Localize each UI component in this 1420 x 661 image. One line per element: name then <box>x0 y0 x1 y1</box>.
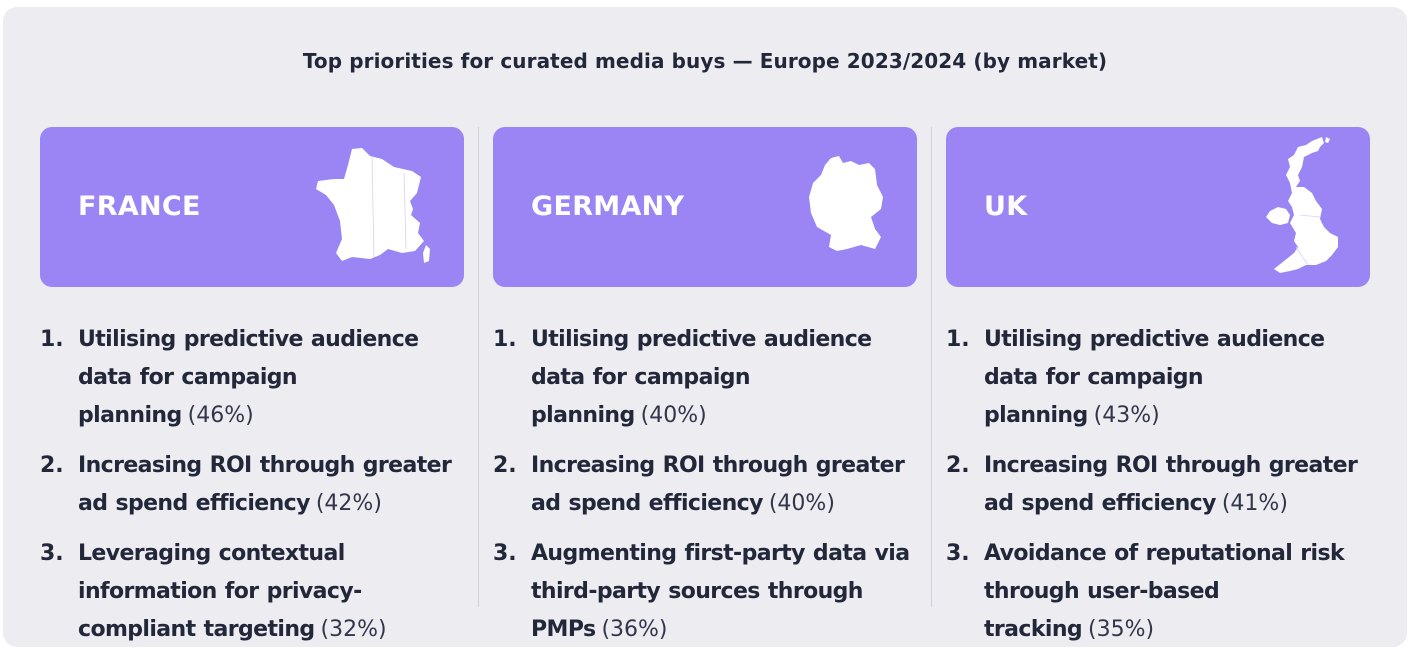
list-item: 2. Increasing ROI through greater ad spen… <box>946 447 1370 523</box>
item-percent: (42%) <box>315 491 382 516</box>
priority-list: 1. Utilising predictive audience data for… <box>946 321 1370 649</box>
item-text: Augmenting first-party data via third-pa… <box>531 541 910 642</box>
item-number: 2. <box>493 453 517 478</box>
list-item: 2. Increasing ROI through greater ad spen… <box>40 447 464 523</box>
item-number: 1. <box>946 327 970 352</box>
item-number: 3. <box>946 541 970 566</box>
list-item: 3. Leveraging contextual information for … <box>40 535 464 649</box>
item-text: Utilising predictive audience data for c… <box>531 327 872 428</box>
item-text: Increasing ROI through greater ad spend … <box>78 453 452 516</box>
item-percent: (40%) <box>640 403 707 428</box>
item-percent: (43%) <box>1093 403 1160 428</box>
item-percent: (36%) <box>601 617 668 642</box>
item-number: 3. <box>40 541 64 566</box>
market-card-uk: UK <box>946 127 1370 287</box>
market-name: GERMANY <box>531 191 685 222</box>
list-item: 1. Utilising predictive audience data for… <box>40 321 464 435</box>
france-map-icon <box>316 148 430 263</box>
market-name: FRANCE <box>78 191 201 222</box>
item-percent: (35%) <box>1088 617 1155 642</box>
infographic-panel: Top priorities for curated media buys — … <box>3 7 1407 647</box>
market-column-germany: GERMANY 1. Utilising predictive audience … <box>493 127 917 661</box>
market-card-france: FRANCE <box>40 127 464 287</box>
item-number: 3. <box>493 541 517 566</box>
market-column-france: FRANCE 1. Utilising predictive audience d… <box>40 127 464 661</box>
item-number: 1. <box>493 327 517 352</box>
page-title: Top priorities for curated media buys — … <box>302 49 1108 73</box>
priority-list: 1. Utilising predictive audience data for… <box>493 321 917 649</box>
item-text: Utilising predictive audience data for c… <box>78 327 419 428</box>
item-number: 2. <box>40 453 64 478</box>
item-text: Increasing ROI through greater ad spend … <box>984 453 1358 516</box>
list-item: 3. Augmenting first-party data via third-… <box>493 535 917 649</box>
market-name: UK <box>984 191 1028 222</box>
list-item: 1. Utilising predictive audience data for… <box>946 321 1370 435</box>
item-percent: (46%) <box>187 403 254 428</box>
item-number: 1. <box>40 327 64 352</box>
list-item: 2. Increasing ROI through greater ad spen… <box>493 447 917 523</box>
item-percent: (40%) <box>768 491 835 516</box>
germany-map-icon <box>809 156 883 251</box>
item-number: 2. <box>946 453 970 478</box>
list-item: 1. Utilising predictive audience data for… <box>493 321 917 435</box>
column-divider <box>478 127 479 607</box>
item-text: Leveraging contextual information for pr… <box>78 541 362 642</box>
column-divider <box>931 127 932 607</box>
market-card-germany: GERMANY <box>493 127 917 287</box>
item-text: Increasing ROI through greater ad spend … <box>531 453 905 516</box>
item-text: Utilising predictive audience data for c… <box>984 327 1325 428</box>
uk-map-icon <box>1266 137 1338 273</box>
market-column-uk: UK 1. Utilising predictive audience data … <box>946 127 1370 661</box>
list-item: 3. Avoidance of reputational risk through… <box>946 535 1370 649</box>
item-percent: (41%) <box>1221 491 1288 516</box>
item-text: Avoidance of reputational risk through u… <box>984 541 1345 642</box>
priority-list: 1. Utilising predictive audience data for… <box>40 321 464 649</box>
item-percent: (32%) <box>320 617 387 642</box>
